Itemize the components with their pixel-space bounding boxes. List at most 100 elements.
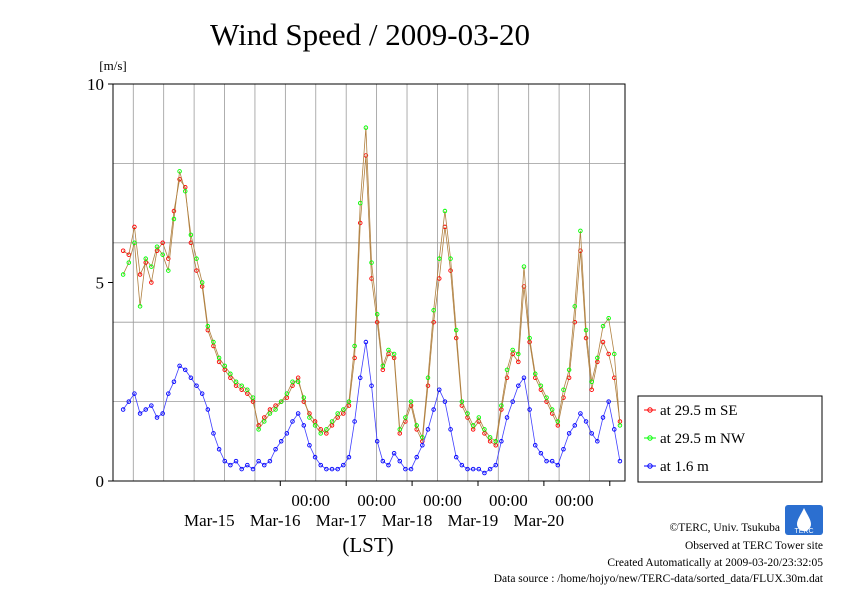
x-tick-date-label: Mar-15 [184, 511, 235, 530]
series-line [122, 127, 621, 442]
data-point [352, 343, 357, 349]
data-point [194, 256, 199, 261]
data-point [414, 423, 419, 428]
data-point [374, 319, 380, 325]
data-point [533, 443, 538, 448]
x-tick-time-label: 00:00 [489, 491, 528, 510]
data-point [380, 458, 386, 464]
x-tick-date-label: Mar-19 [448, 511, 499, 530]
terc-logo: TERC [785, 505, 823, 535]
data-point [120, 248, 126, 253]
series-layer [120, 125, 623, 476]
data-point [171, 216, 177, 222]
data-point [256, 458, 261, 464]
data-point [414, 454, 419, 460]
data-point [516, 351, 521, 357]
data-point [600, 323, 606, 329]
data-point [476, 466, 482, 472]
data-point [386, 462, 391, 468]
data-point [408, 399, 414, 404]
data-point [318, 431, 323, 436]
data-point [154, 244, 160, 250]
data-point [527, 407, 532, 412]
data-point [493, 462, 498, 468]
data-point [600, 415, 606, 420]
legend-swatch-marker [647, 435, 653, 441]
data-point [403, 466, 408, 472]
data-point [278, 439, 284, 444]
data-point [177, 169, 182, 174]
series-line [122, 341, 621, 474]
data-point [606, 315, 611, 321]
y-axis-unit-label: [m/s] [99, 58, 126, 73]
data-point [425, 427, 431, 432]
data-point [527, 335, 532, 341]
data-point [482, 427, 487, 432]
data-point [420, 435, 425, 440]
data-point [448, 268, 453, 273]
data-point [487, 435, 493, 440]
data-point [149, 403, 154, 408]
data-point [233, 379, 239, 385]
legend-label: at 29.5 m SE [660, 403, 738, 419]
data-point [329, 419, 335, 424]
data-point [589, 387, 594, 392]
data-point [510, 347, 515, 353]
data-point [437, 256, 442, 261]
data-point [335, 466, 340, 472]
data-point [504, 375, 510, 381]
data-point [256, 427, 261, 432]
data-point [437, 387, 442, 392]
data-point [295, 379, 301, 385]
data-point [245, 387, 250, 392]
data-point [397, 427, 403, 432]
data-point [555, 419, 561, 424]
data-point [453, 327, 459, 333]
data-point [341, 407, 346, 412]
data-point [166, 256, 171, 261]
data-point [499, 403, 504, 408]
data-point [262, 419, 267, 424]
data-point [267, 458, 273, 464]
data-point [549, 407, 555, 412]
data-point [352, 419, 357, 424]
data-point [374, 439, 380, 444]
data-point [470, 423, 476, 428]
data-point [239, 383, 244, 388]
data-point [143, 256, 148, 261]
legend-items: at 29.5 m SE at 29.5 m NW at 1.6 m [644, 403, 746, 475]
data-point [566, 431, 572, 436]
legend: at 29.5 m SE at 29.5 m NW at 1.6 m [637, 395, 823, 483]
data-point [442, 208, 448, 214]
data-point [346, 454, 352, 460]
x-tick-time-label: 00:00 [291, 491, 330, 510]
data-point [166, 268, 171, 273]
data-point [572, 423, 578, 428]
data-point [233, 458, 239, 464]
data-point [194, 268, 199, 273]
data-point [391, 351, 397, 357]
data-point [369, 383, 374, 388]
data-point [453, 454, 459, 460]
data-point [363, 339, 369, 345]
data-point [572, 304, 578, 309]
data-point [504, 415, 510, 420]
data-point [487, 466, 493, 472]
data-point [346, 399, 352, 404]
data-point [617, 423, 623, 428]
data-point [403, 415, 408, 420]
data-point [126, 399, 132, 404]
y-tick-label: 5 [96, 274, 105, 293]
data-point [250, 466, 256, 472]
grid-lines [113, 84, 625, 481]
data-point [589, 431, 594, 436]
data-point [612, 351, 617, 357]
legend-label: at 29.5 m NW [660, 431, 746, 447]
data-point [222, 363, 228, 369]
series-line [122, 155, 621, 446]
data-point [459, 399, 465, 404]
data-point [211, 339, 216, 345]
series-1 [120, 153, 623, 448]
data-point [504, 367, 510, 373]
data-point [583, 335, 589, 341]
